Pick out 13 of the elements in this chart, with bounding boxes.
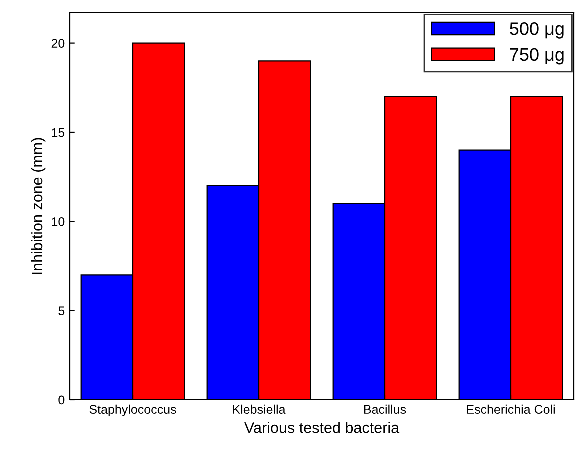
y-tick-label: 0	[58, 396, 65, 405]
x-tick-label: Escherichia Coli	[467, 404, 555, 414]
x-tick-label: Klebsiella	[233, 404, 286, 414]
y-tick-label: 10	[52, 217, 65, 226]
x-tick-label: Staphylococcus	[90, 404, 176, 417]
y-tick-label: 15	[52, 128, 65, 138]
x-axis-title: Various tested bacteria	[244, 422, 400, 434]
y-tick-label: 5	[58, 306, 65, 316]
x-tick-label: Bacillus	[364, 404, 406, 414]
y-tick-label: 20	[52, 39, 65, 48]
y-axis-title: Inhibition zone (mm)	[31, 138, 46, 274]
legend-label: 750 μg	[510, 48, 564, 65]
legend-label: 500 μg	[510, 22, 564, 39]
